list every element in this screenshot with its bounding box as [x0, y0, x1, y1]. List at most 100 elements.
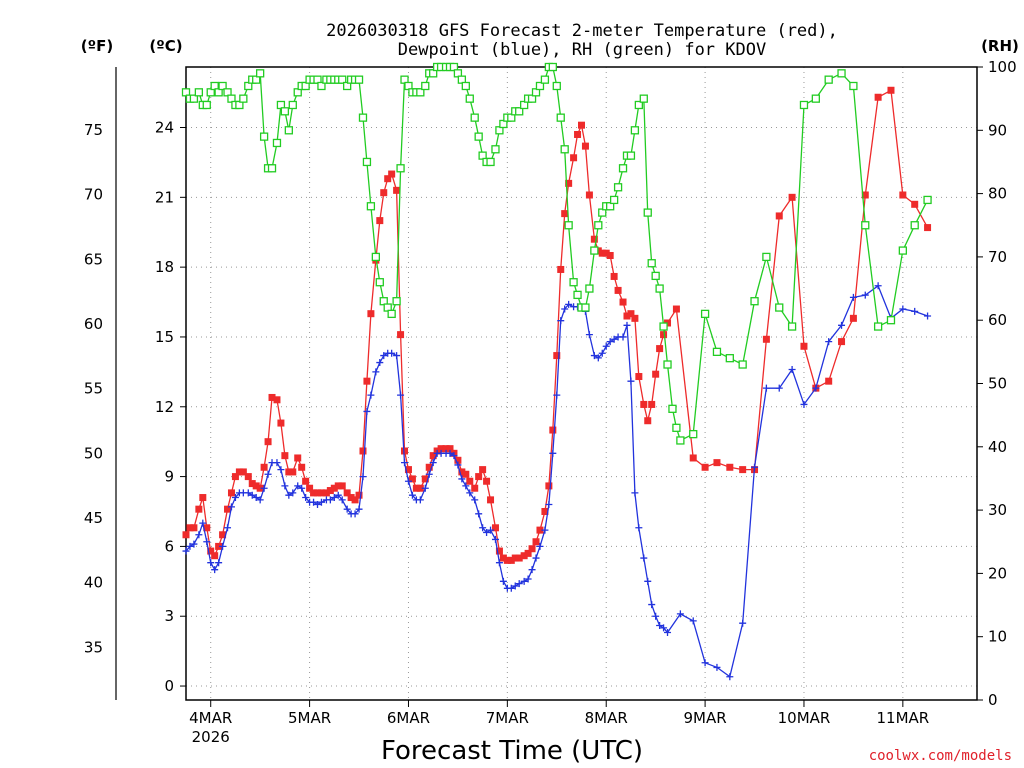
- temperature-point: [211, 552, 219, 560]
- rh-point: [272, 138, 282, 148]
- dewpoint-point: [553, 391, 561, 399]
- temperature-point: [849, 314, 857, 322]
- credit-text: coolwx.com/models: [869, 748, 1012, 764]
- dewpoint-point: [536, 542, 544, 550]
- rh-point: [288, 100, 297, 110]
- rh-point: [256, 69, 265, 78]
- temperature-point: [660, 331, 668, 339]
- dewpoint-point: [689, 617, 697, 625]
- temperature-point: [182, 531, 190, 539]
- temperature-point: [273, 396, 281, 404]
- dewpoint-point: [788, 366, 796, 374]
- temperature-point: [302, 477, 310, 485]
- rh-point: [585, 284, 594, 293]
- rh-point: [639, 94, 648, 103]
- dewpoint-point: [199, 519, 207, 527]
- dewpoint-point: [610, 335, 618, 343]
- dewpoint-point: [302, 494, 310, 502]
- dewpoint-point: [524, 575, 532, 583]
- dewpoint-point: [182, 547, 190, 555]
- dewpoint-point: [380, 352, 388, 360]
- rh-tick-label: 80: [988, 185, 1007, 203]
- dewpoint-point: [388, 349, 396, 357]
- x-axis-title: Forecast Time (UTC): [381, 736, 643, 766]
- temperature-point: [437, 445, 445, 453]
- x-tick-sublabel: 2026: [192, 728, 230, 746]
- x-tick-label: 7MAR: [486, 709, 529, 727]
- rh-point: [643, 208, 652, 217]
- temperature-point: [314, 489, 322, 497]
- rh-point: [354, 75, 364, 84]
- temperature-point: [235, 468, 243, 476]
- dewpoint-point: [911, 307, 919, 315]
- rh-point: [663, 360, 672, 369]
- dewpoint-point: [623, 321, 631, 329]
- dewpoint-point: [590, 352, 598, 360]
- series: [181, 62, 932, 681]
- temperature-point: [322, 489, 330, 497]
- plot-frame: [185, 66, 978, 701]
- fahrenheit-tick-label: 70: [84, 186, 103, 204]
- dewpoint-point: [203, 538, 211, 546]
- x-tick-label: 4MAR: [189, 709, 232, 727]
- rh-point: [590, 246, 599, 255]
- dewpoint-point: [924, 312, 932, 320]
- rh-point: [910, 221, 919, 230]
- temperature-point: [515, 554, 523, 562]
- rh-point: [470, 113, 479, 122]
- dewpoint-point: [227, 503, 235, 511]
- temperature-point: [511, 554, 519, 562]
- temperature-point: [351, 496, 359, 504]
- temperature-point: [775, 212, 783, 220]
- rh-point: [618, 164, 628, 173]
- temperature-point: [219, 531, 227, 539]
- rh-point: [849, 81, 858, 91]
- rh-point: [626, 151, 636, 160]
- temperature-point: [359, 447, 367, 455]
- rh-point: [672, 423, 681, 432]
- temperature-point: [256, 484, 264, 492]
- rh-point: [560, 145, 569, 154]
- rh-point: [613, 183, 623, 192]
- dewpoint-point: [631, 489, 639, 497]
- temperature-point: [252, 482, 260, 490]
- temperature-point: [800, 342, 808, 350]
- dewpoint-point: [775, 384, 783, 392]
- celsius-unit-label: (ºC): [149, 37, 182, 55]
- temperature-point: [726, 463, 734, 471]
- dewpoint-point: [606, 338, 614, 346]
- dewpoint-point: [532, 554, 540, 562]
- rh-point: [799, 100, 809, 110]
- rh-point: [573, 290, 582, 300]
- series-temperature: [182, 86, 932, 564]
- temperature-point: [367, 310, 375, 318]
- temperature-point: [739, 466, 747, 474]
- rh-point: [873, 322, 883, 331]
- rh-point: [655, 284, 664, 293]
- temperature-point: [520, 552, 528, 560]
- temperature-point: [838, 338, 846, 346]
- rh-point: [218, 81, 227, 91]
- rh-point: [366, 202, 376, 211]
- temperature-point: [532, 538, 540, 546]
- rh-point: [535, 81, 545, 91]
- rh-point: [689, 429, 698, 439]
- temperature-point: [598, 249, 606, 257]
- dewpoint-point: [393, 352, 401, 360]
- x-tick-label: 10MAR: [778, 709, 831, 727]
- celsius-tick-label: 6: [164, 537, 174, 555]
- temperature-point: [330, 484, 338, 492]
- dewpoint-point: [838, 321, 846, 329]
- dewpoint-point: [285, 491, 293, 499]
- temperature-point: [689, 454, 697, 462]
- temperature-point: [713, 459, 721, 467]
- temperature-point: [553, 352, 561, 360]
- dewpoint-point: [429, 459, 437, 467]
- dewpoint-point: [520, 577, 528, 585]
- temperature-point: [393, 186, 401, 194]
- rh-point: [750, 297, 759, 306]
- rh-point: [923, 195, 932, 205]
- rh-point: [416, 88, 425, 97]
- rh-point: [267, 164, 277, 173]
- temperature-point: [207, 547, 215, 555]
